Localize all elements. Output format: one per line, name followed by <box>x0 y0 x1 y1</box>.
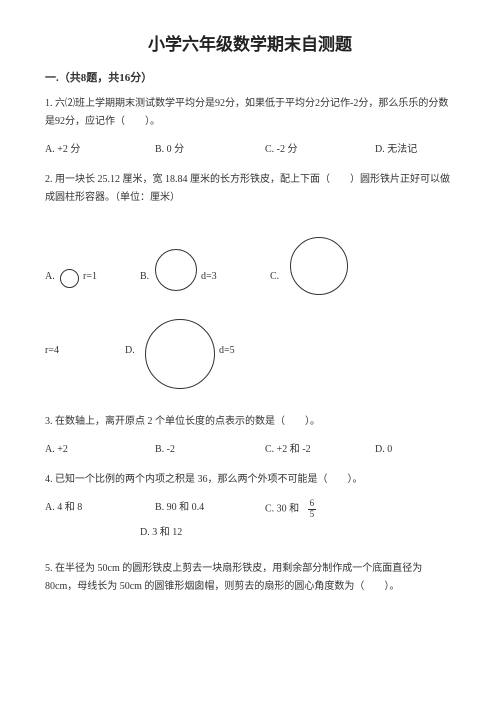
q2-label-b: B. <box>140 271 149 282</box>
q4-opt-a: A. 4 和 8 <box>45 499 155 520</box>
q2-r1: r=1 <box>83 271 97 282</box>
q2-circles-row2: r=4 D. d=5 <box>45 311 455 401</box>
section-header: 一.（共8题，共16分） <box>45 69 455 85</box>
q1-options: A. +2 分 B. 0 分 C. -2 分 D. 无法记 <box>45 141 455 159</box>
q3-opt-c: C. +2 和 -2 <box>265 441 375 459</box>
q4-opt-c-frac: 6 5 <box>308 499 317 520</box>
q1-opt-a: A. +2 分 <box>45 141 155 159</box>
q4-opt-d: D. 3 和 12 <box>140 524 182 542</box>
circle-c <box>290 237 348 295</box>
circle-d3 <box>155 249 197 291</box>
page-title: 小学六年级数学期末自测题 <box>45 30 455 55</box>
q3-opt-d: D. 0 <box>375 441 455 459</box>
q1-opt-b: B. 0 分 <box>155 141 265 159</box>
q4-opt-b: B. 90 和 0.4 <box>155 499 265 520</box>
q4-opt-c: C. 30 和 6 5 <box>265 499 375 520</box>
q2-d3: d=3 <box>201 271 217 282</box>
question-4: 4. 已知一个比例的两个内项之积是 36，那么两个外项不可能是（ ）。 <box>45 471 455 489</box>
q2-label-d: D. <box>125 345 135 356</box>
question-2: 2. 用一块长 25.12 厘米，宽 18.84 厘米的长方形铁皮，配上下面（ … <box>45 171 455 207</box>
q3-options: A. +2 B. -2 C. +2 和 -2 D. 0 <box>45 441 455 459</box>
q3-opt-b: B. -2 <box>155 441 265 459</box>
circle-d5 <box>145 319 215 389</box>
q2-label-a: A. <box>45 271 55 282</box>
q4-options-row1: A. 4 和 8 B. 90 和 0.4 C. 30 和 6 5 <box>45 499 455 520</box>
question-1: 1. 六⑵班上学期期末测试数学平均分是92分，如果低于平均分2分记作-2分，那么… <box>45 95 455 131</box>
frac-den: 5 <box>308 510 317 520</box>
q4-opt-c-text: C. 30 和 <box>265 504 299 515</box>
q1-opt-d: D. 无法记 <box>375 141 455 159</box>
q2-circles-row1: A. r=1 B. d=3 C. <box>45 217 455 307</box>
q2-d5: d=5 <box>219 345 235 356</box>
q2-label-c: C. <box>270 271 279 282</box>
q3-opt-a: A. +2 <box>45 441 155 459</box>
q1-opt-c: C. -2 分 <box>265 141 375 159</box>
question-3: 3. 在数轴上，离开原点 2 个单位长度的点表示的数是（ ）。 <box>45 413 455 431</box>
circle-r1 <box>60 269 79 288</box>
q4-options-row2: D. 3 和 12 <box>45 524 455 542</box>
q2-r4: r=4 <box>45 345 59 356</box>
question-5: 5. 在半径为 50cm 的圆形铁皮上剪去一块扇形铁皮，用剩余部分制作成一个底面… <box>45 560 455 596</box>
